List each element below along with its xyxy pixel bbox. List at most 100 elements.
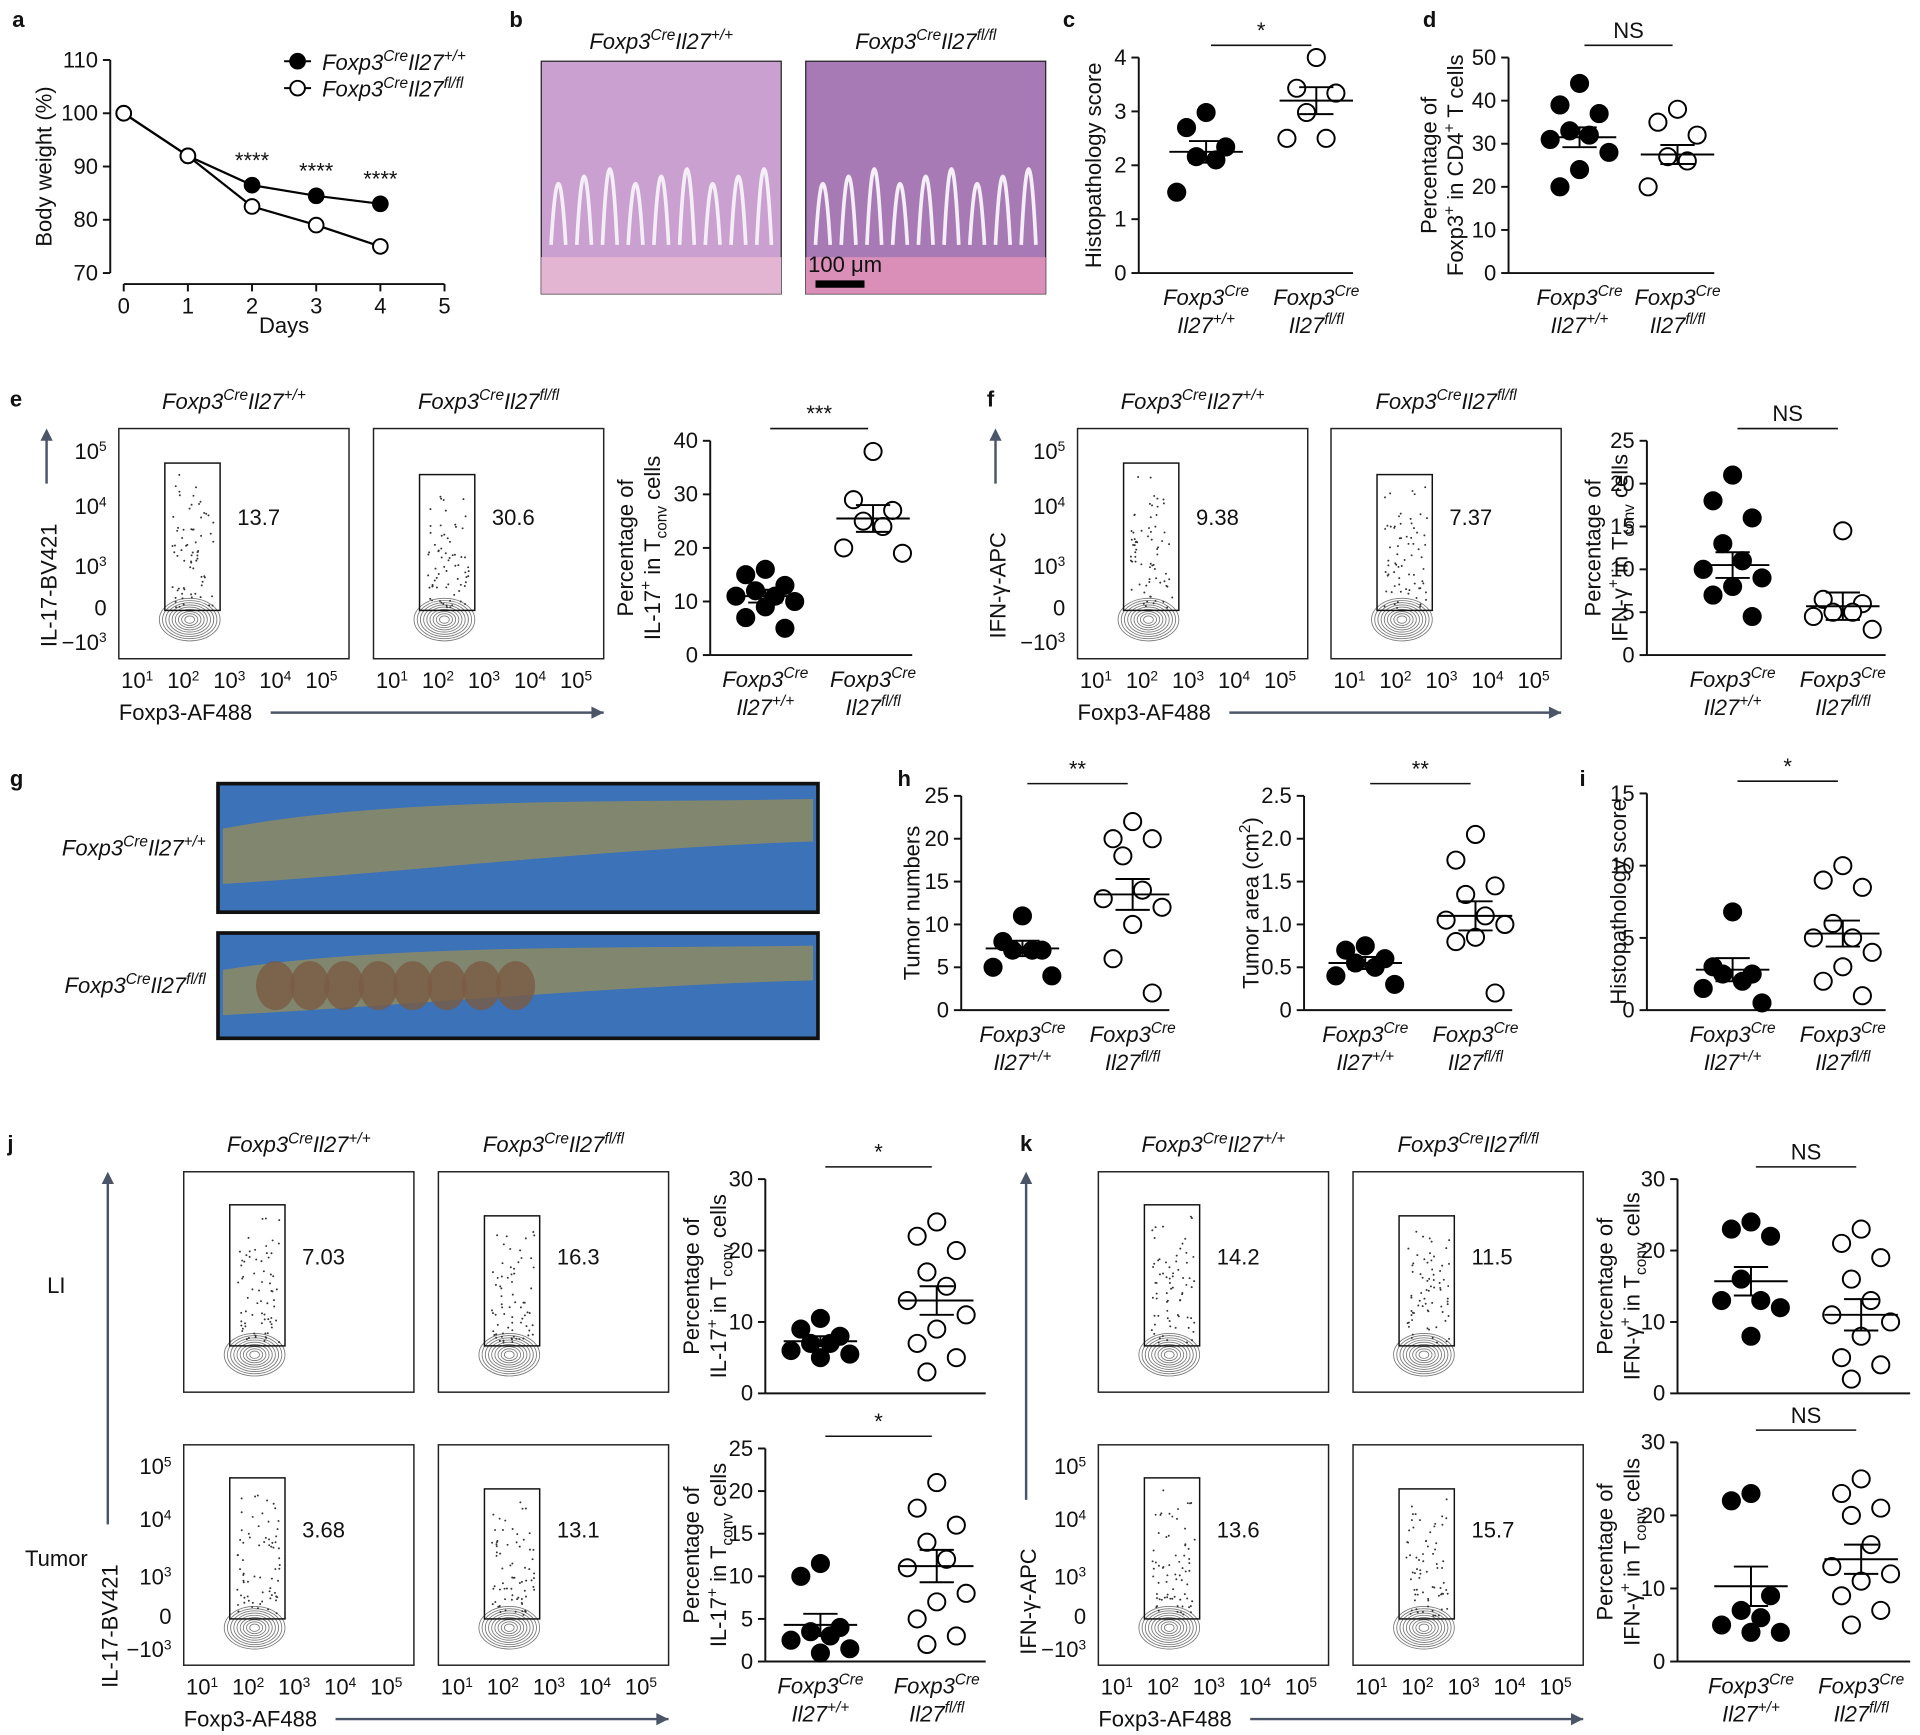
event-dot bbox=[1393, 525, 1396, 528]
histology-title-part: fl/fl bbox=[977, 27, 997, 44]
point bbox=[927, 1473, 947, 1493]
event-dot bbox=[1413, 1588, 1416, 1591]
event-dot bbox=[464, 556, 466, 559]
x-category-label-part: Il27 bbox=[845, 695, 881, 720]
event-dot bbox=[440, 601, 443, 604]
contour bbox=[488, 1612, 531, 1643]
scale-bar bbox=[815, 280, 865, 288]
flow-x-tick-label-part: 5 bbox=[395, 1675, 403, 1690]
y-axis-title-part: conv bbox=[720, 1244, 737, 1277]
flow-x-tick-label-part: 10 bbox=[1101, 1675, 1126, 1700]
event-dot bbox=[261, 1512, 264, 1515]
flow-y-tick-label: −103 bbox=[126, 1637, 171, 1662]
contour bbox=[481, 1335, 537, 1375]
x-category-label: Il27+/+ bbox=[792, 1700, 850, 1727]
event-dot bbox=[239, 1538, 242, 1541]
event-dot bbox=[1147, 535, 1150, 538]
event-dot bbox=[530, 1257, 533, 1260]
event-dot bbox=[1185, 1283, 1188, 1286]
event-dot bbox=[1435, 1563, 1438, 1566]
x-category-label-part: Il27 bbox=[1815, 1050, 1851, 1075]
event-dot bbox=[1153, 1237, 1156, 1239]
contour bbox=[178, 611, 202, 629]
flow-x-tick-label: 104 bbox=[1218, 668, 1250, 693]
flow-x-tick-label-part: 10 bbox=[1080, 668, 1105, 693]
flow-x-tick-label-part: 3 bbox=[1196, 668, 1204, 683]
y-tick-label: 3 bbox=[1114, 99, 1126, 124]
point bbox=[1648, 112, 1668, 132]
flow-y-tick-label-part: 5 bbox=[1058, 439, 1066, 454]
event-dot bbox=[445, 586, 448, 589]
event-dot bbox=[1410, 1294, 1413, 1297]
event-dot bbox=[200, 534, 203, 537]
y-tick-label: 0 bbox=[1653, 1649, 1665, 1674]
flow-title-part: Foxp3 bbox=[483, 1132, 545, 1157]
event-dot bbox=[1157, 1314, 1160, 1317]
point bbox=[1742, 508, 1762, 528]
event-dot bbox=[176, 554, 179, 557]
point bbox=[1570, 160, 1590, 180]
flow-plot bbox=[1076, 427, 1309, 660]
flow-x-tick-label: 102 bbox=[167, 668, 199, 693]
event-dot bbox=[429, 508, 432, 511]
event-dot bbox=[501, 1306, 504, 1309]
rotated-label: Tumor numbers bbox=[900, 826, 925, 981]
y-tick-label: 0.5 bbox=[1261, 955, 1292, 980]
event-dot bbox=[1409, 517, 1412, 520]
event-dot bbox=[243, 1601, 246, 1604]
contour bbox=[500, 1348, 518, 1362]
flow-y-tick-label-part: 10 bbox=[1054, 1564, 1079, 1589]
event-dot bbox=[1154, 1226, 1157, 1229]
point bbox=[1822, 1557, 1842, 1577]
event-dot bbox=[1413, 1572, 1416, 1575]
point bbox=[791, 1319, 811, 1339]
event-dot bbox=[429, 531, 432, 534]
y-tick-label: 10 bbox=[729, 1309, 754, 1334]
event-dot bbox=[1436, 1341, 1438, 1344]
flow-y-tick-label: 0 bbox=[1074, 1604, 1086, 1629]
point bbox=[1693, 559, 1713, 579]
event-dot bbox=[182, 587, 185, 590]
flow-x-axis-title: Foxp3-AF488 bbox=[119, 700, 252, 725]
contour bbox=[158, 597, 221, 642]
event-dot bbox=[1153, 568, 1156, 570]
event-dot bbox=[500, 1335, 503, 1338]
event-dot bbox=[194, 592, 197, 595]
x-category-label-part: fl/fl bbox=[1324, 311, 1344, 328]
x-category-label-part: +/+ bbox=[1029, 1048, 1051, 1065]
point bbox=[1385, 974, 1405, 994]
event-dot bbox=[196, 557, 199, 560]
point bbox=[1851, 1469, 1871, 1489]
event-dot bbox=[1158, 1258, 1161, 1261]
event-dot bbox=[1154, 1513, 1157, 1516]
contour bbox=[1154, 1617, 1185, 1639]
x-category-label-part: Cre bbox=[1151, 1020, 1176, 1037]
gate-percentage: 15.7 bbox=[1471, 1517, 1514, 1542]
x-category-label-part: Foxp3 bbox=[722, 667, 784, 692]
y-axis-title: Percentage of bbox=[613, 479, 638, 617]
flow-title-part: Foxp3 bbox=[227, 1132, 289, 1157]
point bbox=[927, 1592, 947, 1612]
y-axis-title-part: conv bbox=[1621, 504, 1638, 537]
flow-x-tick-label-part: 10 bbox=[1355, 1675, 1380, 1700]
event-dot bbox=[242, 1579, 245, 1582]
flow-x-tick-label-part: 10 bbox=[1147, 1675, 1172, 1700]
event-dot bbox=[1152, 1575, 1155, 1578]
contour bbox=[1130, 606, 1167, 633]
event-dot bbox=[183, 559, 186, 562]
villus bbox=[677, 167, 697, 245]
event-dot bbox=[1416, 531, 1419, 534]
event-dot bbox=[1136, 541, 1139, 544]
point bbox=[785, 591, 805, 612]
flow-y-tick-label-part: 4 bbox=[99, 494, 107, 509]
flow-title-part: fl/fl bbox=[1497, 387, 1517, 404]
flow-x-tick-label-part: 10 bbox=[376, 668, 401, 693]
flow-y-tick-label-part: 0 bbox=[94, 595, 106, 620]
event-dot bbox=[1178, 1574, 1181, 1577]
event-dot bbox=[1425, 598, 1427, 601]
flow-y-tick-label-part: 3 bbox=[1058, 554, 1066, 569]
event-dot bbox=[491, 1271, 494, 1274]
event-dot bbox=[533, 1588, 536, 1591]
event-dot bbox=[1425, 1289, 1428, 1291]
event-dot bbox=[1184, 1570, 1187, 1573]
